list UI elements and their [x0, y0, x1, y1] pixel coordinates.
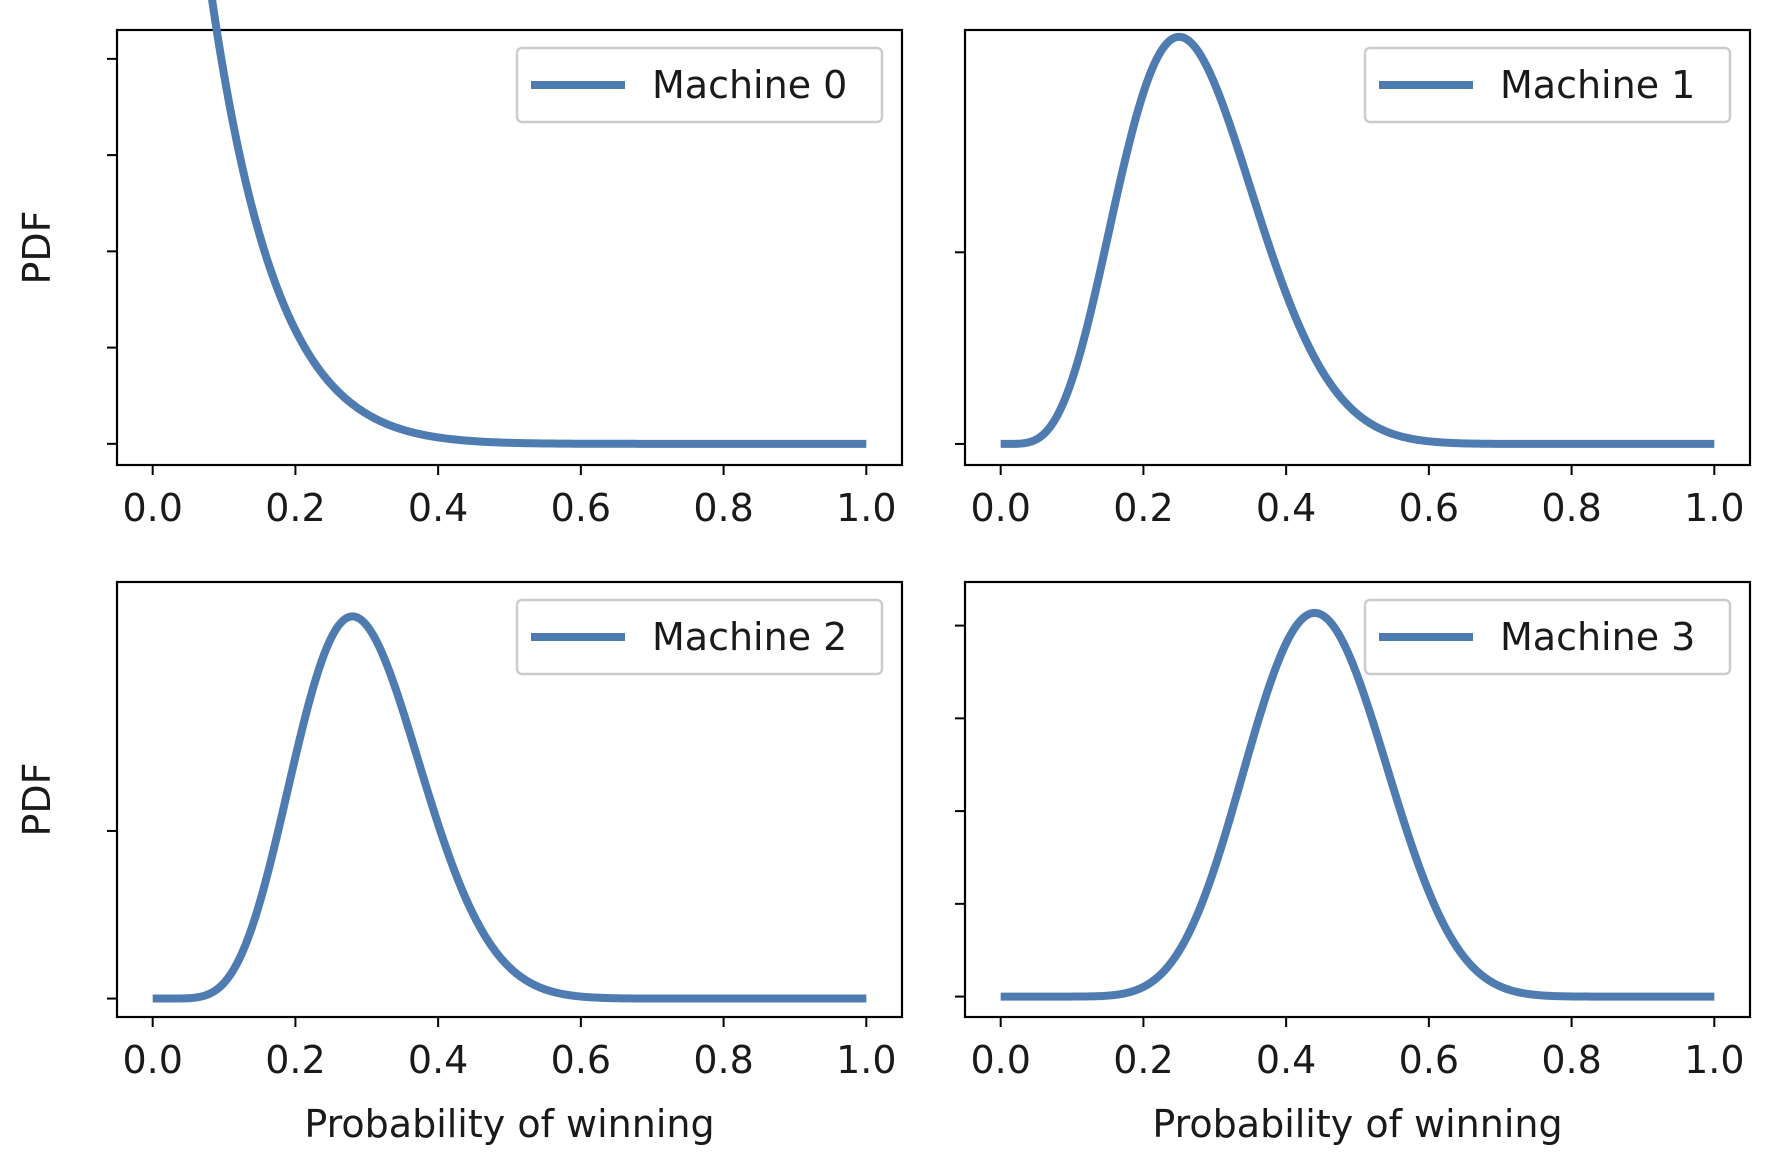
x-axis-label: Probability of winning	[304, 1102, 714, 1146]
x-tick-label: 0.8	[693, 1038, 753, 1082]
axes-frame	[115, 28, 904, 467]
series-line	[999, 32, 1716, 448]
series-line	[208, 0, 868, 448]
subplot-machine-0: 0.0 0.2 0.4 0.6 0.8 1.0 PDF Machine 0	[15, 0, 904, 530]
x-tick-label: 0.2	[1113, 1038, 1173, 1082]
x-tick-label: 0.4	[1256, 486, 1316, 530]
x-tick-label: 0.4	[408, 486, 468, 530]
x-tick-label: 0.6	[551, 486, 611, 530]
legend-box	[515, 46, 884, 124]
x-tick-label: 1.0	[836, 1038, 896, 1082]
series-line	[151, 612, 868, 1003]
x-tick-label: 0.8	[1541, 486, 1601, 530]
axes-frame	[963, 580, 1752, 1019]
x-tick-label: 0.2	[265, 1038, 325, 1082]
x-tick-label: 0.2	[1113, 486, 1173, 530]
x-tick-label: 0.0	[122, 1038, 182, 1082]
x-tick-label: 1.0	[1684, 1038, 1744, 1082]
x-tick-label: 0.8	[1541, 1038, 1601, 1082]
x-tick-label: 0.2	[265, 486, 325, 530]
subplot-machine-1: 0.0 0.2 0.4 0.6 0.8 1.0 Machine 1	[955, 28, 1752, 530]
x-tick-label: 0.6	[551, 1038, 611, 1082]
x-tick-label: 0.4	[1256, 1038, 1316, 1082]
x-tick-label: 0.0	[970, 486, 1030, 530]
x-tick-label: 1.0	[836, 486, 896, 530]
legend-entry: Machine 1	[1500, 63, 1695, 107]
legend-entry: Machine 3	[1500, 615, 1695, 659]
x-tick-label: 0.8	[693, 486, 753, 530]
legend-box	[1363, 598, 1732, 676]
x-tick-label: 0.4	[408, 1038, 468, 1082]
y-axis-label: PDF	[15, 210, 59, 284]
subplot-machine-2: 0.0 0.2 0.4 0.6 0.8 1.0 PDF Probability of winn…	[15, 580, 904, 1146]
legend-box	[1363, 46, 1732, 124]
legend-entry: Machine 0	[652, 63, 847, 107]
x-axis-label: Probability of winning	[1152, 1102, 1562, 1146]
axes-frame	[115, 580, 904, 1019]
legend-box	[515, 598, 884, 676]
x-tick-label: 0.0	[970, 1038, 1030, 1082]
axes-frame	[963, 28, 1752, 467]
x-tick-label: 0.0	[122, 486, 182, 530]
x-tick-label: 0.6	[1399, 1038, 1459, 1082]
series-line	[999, 608, 1716, 1001]
subplot-machine-3: 0.0 0.2 0.4 0.6 0.8 1.0 Probability of winning…	[955, 580, 1752, 1146]
legend-entry: Machine 2	[652, 615, 847, 659]
x-tick-label: 0.6	[1399, 486, 1459, 530]
x-tick-label: 1.0	[1684, 486, 1744, 530]
y-axis-label: PDF	[15, 762, 59, 836]
